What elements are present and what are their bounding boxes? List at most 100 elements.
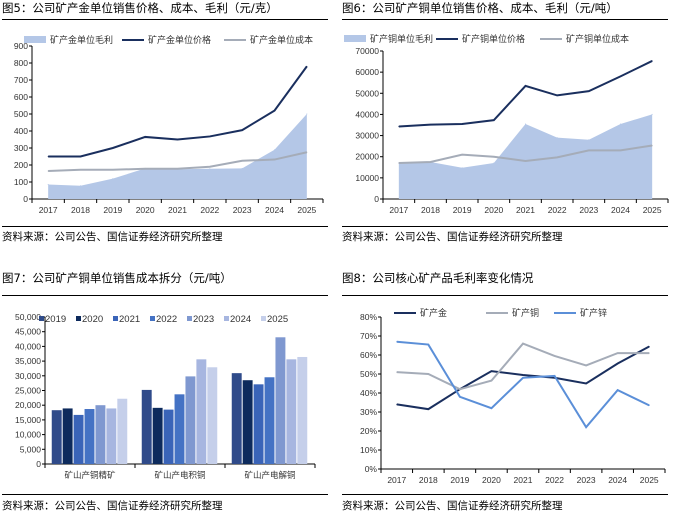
point-矿产金单位成本 [112, 169, 114, 171]
legend-label: 矿产金单位成本 [250, 34, 313, 45]
y-tick-label: 30000 [355, 131, 379, 141]
bar-2020 [62, 408, 73, 464]
point-矿产铜 [617, 352, 619, 354]
y-tick-label: 400 [14, 126, 28, 136]
legend-label: 矿产金单位价格 [148, 34, 211, 45]
point-矿产铜单位成本 [430, 161, 431, 163]
chart-panel-copper: 图6：公司矿产铜单位销售价格、成本、毛利（元/吨） 0 10000 20000 300… [340, 0, 676, 255]
area-矿产金单位毛利 [48, 114, 307, 199]
legend-swatch [39, 316, 44, 321]
bar-2020 [152, 407, 163, 464]
point-矿产金 [522, 374, 524, 376]
area-矿产铜单位毛利 [398, 114, 653, 199]
point-矿产锌 [617, 389, 619, 391]
legend-label: 矿产铜单位成本 [566, 33, 629, 44]
point-矿产锌 [522, 377, 524, 379]
point-矿产金单位毛利 [209, 168, 211, 170]
x-tick-label: 2017 [39, 205, 58, 215]
point-矿产铜单位毛利 [525, 123, 526, 125]
bar-2021 [253, 384, 264, 464]
bar-2025 [207, 367, 218, 464]
y-tick-label: 50,000 [15, 312, 41, 322]
bar-2024 [196, 359, 207, 464]
y-tick-label: 50% [360, 369, 377, 379]
y-tick-label: 0% [365, 464, 378, 474]
point-矿产铜 [522, 343, 524, 345]
point-矿产铜单位成本 [461, 154, 463, 156]
legend-label: 2024 [230, 314, 251, 325]
point-矿产金单位成本 [241, 160, 243, 162]
point-矿产铜单位毛利 [620, 123, 621, 125]
y-tick-label: 70000 [355, 46, 379, 56]
point-矿产锌 [490, 407, 492, 409]
y-tick-label: 5,000 [20, 444, 42, 454]
point-矿产铜 [554, 355, 556, 357]
y-tick-label: 10,000 [15, 430, 41, 440]
x-tick-label: 2023 [577, 475, 596, 485]
chart-title: 图5：公司矿产金单位销售价格、成本、毛利（元/克） [2, 1, 278, 15]
x-tick-label: 2021 [168, 205, 187, 215]
point-矿产金单位价格 [177, 139, 178, 140]
chart-title: 图6：公司矿产铜单位销售价格、成本、毛利（元/吨） [342, 1, 618, 15]
x-tick-label: 矿山产电积铜 [154, 470, 205, 480]
source-note: 资料来源：公司公告、国信证券经济研究所整理 [2, 500, 223, 512]
y-tick-label: 10000 [355, 173, 379, 183]
point-矿产铜单位价格 [493, 119, 495, 121]
point-矿产金单位价格 [241, 129, 243, 131]
legend-label: 2019 [45, 314, 66, 325]
legend-swatch [24, 36, 46, 43]
chart-panel-gold: 图5：公司矿产金单位销售价格、成本、毛利（元/克） 0 100 200 300 400 5… [0, 0, 336, 255]
point-矿产铜 [427, 373, 429, 375]
x-tick-label: 2020 [484, 205, 503, 215]
chart-title: 图7：公司矿产铜单位销售成本拆分（元/吨） [2, 271, 232, 285]
y-tick-label: 80% [360, 312, 377, 322]
point-矿产锌 [554, 375, 556, 377]
bar-2021 [73, 414, 84, 464]
y-tick-label: 40000 [355, 109, 379, 119]
divider [2, 295, 328, 296]
point-矿产铜单位成本 [556, 156, 558, 158]
y-tick-label: 0 [374, 194, 379, 204]
x-tick-label: 2018 [71, 205, 90, 215]
y-tick-label: 0 [36, 459, 41, 469]
y-tick-label: 800 [14, 58, 28, 68]
chart-panel-margin: 图8：公司核心矿产品毛利率变化情况 0% 10% 20% 30% 40% 50% 60% 70… [340, 270, 676, 525]
bar-2019 [231, 373, 242, 464]
point-矿产锌 [459, 396, 461, 398]
point-矿产铜单位毛利 [651, 113, 653, 115]
point-矿产金单位毛利 [47, 184, 49, 186]
legend-label: 2021 [119, 314, 140, 325]
x-tick-label: 2020 [482, 475, 501, 485]
legend-label: 矿产铜 [512, 307, 539, 318]
divider [342, 226, 668, 227]
x-tick-label: 2019 [450, 475, 469, 485]
point-矿产金 [617, 363, 619, 365]
y-tick-label: 60000 [355, 67, 379, 77]
point-矿产铜单位毛利 [556, 137, 558, 139]
point-矿产铜 [585, 364, 587, 366]
y-tick-label: 40,000 [15, 341, 41, 351]
bar-2019 [141, 389, 152, 464]
legend-label: 矿产铜单位毛利 [370, 33, 433, 44]
source-note: 资料来源：公司公告、国信证券经济研究所整理 [342, 500, 563, 512]
x-tick-label: 矿山产铜精矿 [64, 470, 116, 480]
chart-cost-breakdown: 0 5,000 10,000 15,000 20,000 25,000 30,000 35,0… [15, 312, 316, 480]
point-矿产铜单位成本 [398, 162, 400, 164]
y-tick-label: 35,000 [15, 356, 41, 366]
y-tick-label: 70% [360, 331, 377, 341]
point-矿产铜单位价格 [556, 94, 558, 96]
x-tick-label: 2018 [421, 205, 440, 215]
legend-swatch [261, 316, 266, 321]
legend-label: 2020 [82, 314, 103, 325]
y-tick-label: 900 [14, 41, 28, 51]
point-矿产金单位价格 [306, 65, 308, 67]
point-矿产铜 [490, 380, 492, 382]
point-矿产金 [648, 345, 650, 347]
point-矿产铜单位毛利 [493, 162, 495, 164]
y-tick-label: 45,000 [15, 327, 41, 337]
point-矿产金单位价格 [47, 156, 49, 157]
chart-title: 图8：公司核心矿产品毛利率变化情况 [342, 271, 534, 285]
point-矿产金单位毛利 [306, 113, 308, 115]
bar-2025 [297, 356, 308, 464]
point-矿产铜单位成本 [651, 145, 653, 147]
